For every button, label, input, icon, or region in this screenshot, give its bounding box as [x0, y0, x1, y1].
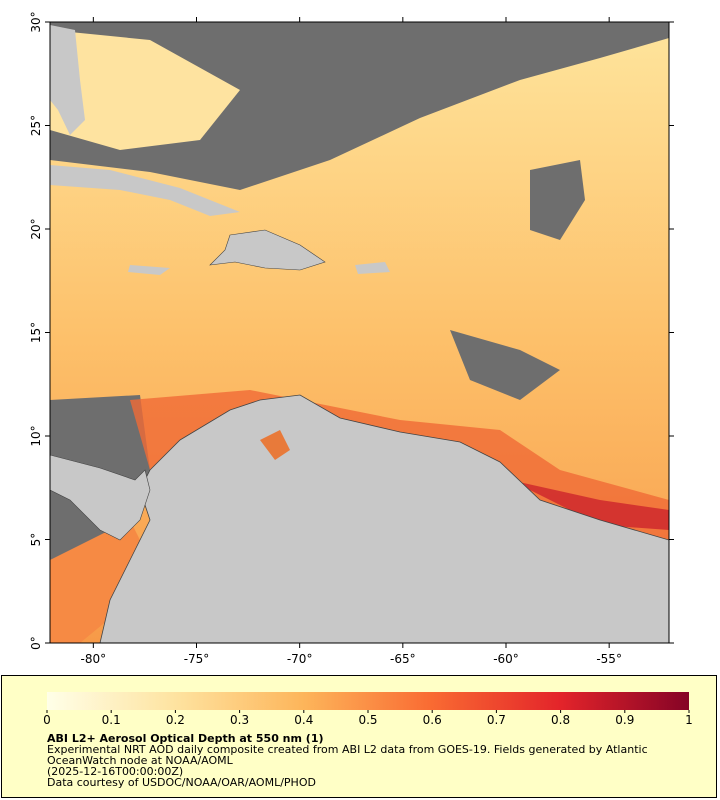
y-tick-label: 30°: [29, 11, 43, 32]
map-image: [50, 22, 669, 643]
colorbar-tick-label: 0.7: [487, 713, 506, 727]
colorbar-tick-label: 0.3: [230, 713, 249, 727]
x-tick-label: -55°: [596, 652, 622, 666]
colorbar-tick-label: 0.8: [551, 713, 570, 727]
x-tick-label: -60°: [493, 652, 519, 666]
colorbar-tick-label: 0.9: [615, 713, 634, 727]
caption-time: (2025-12-16T00:00:00Z): [47, 765, 184, 778]
colorbar-tick-label: 0.4: [294, 713, 313, 727]
caption: ABI L2+ Aerosol Optical Depth at 550 nm …: [47, 733, 677, 788]
colorbar-tick-label: 0: [43, 713, 51, 727]
colorbar-tick-label: 0.6: [423, 713, 442, 727]
y-tick-label: 0°: [29, 636, 43, 650]
colorbar-tick-label: 1: [685, 713, 693, 727]
x-tick-label: -70°: [287, 652, 313, 666]
y-tick-label: 10°: [29, 425, 43, 446]
y-tick-label: 5°: [29, 533, 43, 547]
colorbar-tick-label: 0.1: [102, 713, 121, 727]
caption-credit: Data courtesy of USDOC/NOAA/OAR/AOML/PHO…: [47, 776, 316, 789]
colorbar-tick-label: 0.2: [166, 713, 185, 727]
x-tick-label: -65°: [390, 652, 416, 666]
x-tick-label: -75°: [184, 652, 210, 666]
x-tick-label: -80°: [81, 652, 107, 666]
y-tick-label: 15°: [29, 322, 43, 343]
caption-title: ABI L2+ Aerosol Optical Depth at 550 nm …: [47, 732, 324, 745]
y-tick-label: 25°: [29, 115, 43, 136]
colorbar: [47, 692, 689, 710]
y-tick-label: 20°: [29, 218, 43, 239]
colorbar-tick-label: 0.5: [358, 713, 377, 727]
map: -80° -75° -70° -65° -60° -55° 0° 5° 10° 15° 20° 25°…: [29, 11, 693, 727]
caption-description: Experimental NRT AOD daily composite cre…: [47, 743, 648, 767]
